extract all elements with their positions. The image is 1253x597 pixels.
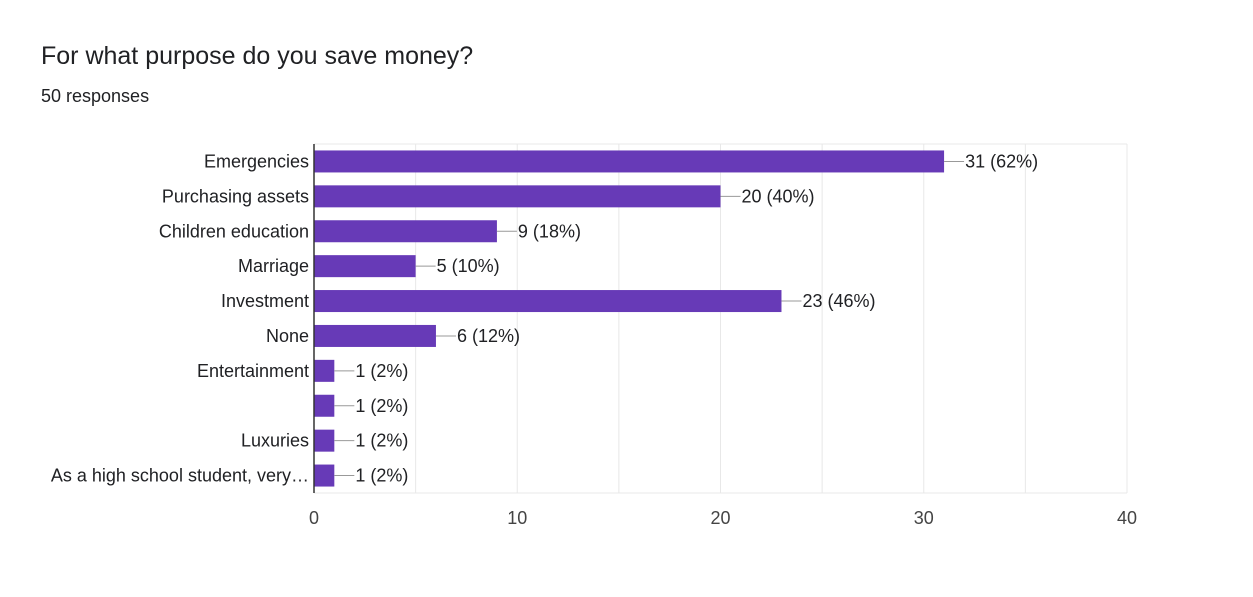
value-label: 5 (10%): [437, 256, 500, 276]
bar: [314, 290, 782, 313]
bar: [314, 324, 436, 347]
value-label: 1 (2%): [355, 431, 408, 451]
category-label: Marriage: [238, 256, 309, 276]
x-tick-label: 10: [507, 508, 527, 528]
bar: [314, 394, 335, 417]
category-label: Purchasing assets: [162, 186, 309, 206]
bar: [314, 185, 721, 208]
category-label: Luxuries: [241, 431, 309, 451]
bar: [314, 255, 416, 278]
chart-title: For what purpose do you save money?: [41, 42, 474, 70]
bar: [314, 464, 335, 487]
value-label: 6 (12%): [457, 326, 520, 346]
value-label: 31 (62%): [965, 151, 1038, 171]
value-label: 1 (2%): [355, 361, 408, 381]
response-count: 50 responses: [41, 86, 150, 106]
x-tick-label: 30: [914, 508, 934, 528]
category-label: Emergencies: [204, 151, 309, 171]
category-label: Entertainment: [197, 361, 309, 381]
grid-lines: [314, 143, 1128, 494]
value-label: 9 (18%): [518, 221, 581, 241]
x-tick-label: 20: [710, 508, 730, 528]
bar: [314, 220, 497, 243]
x-tick-label: 0: [309, 508, 319, 528]
category-label: Children education: [159, 221, 309, 241]
value-label: 23 (46%): [802, 291, 875, 311]
bar: [314, 359, 335, 382]
category-label: Investment: [221, 291, 309, 311]
category-label: None: [266, 326, 309, 346]
bar: [314, 150, 945, 173]
x-tick-label: 40: [1117, 508, 1137, 528]
category-label: As a high school student, very…: [51, 466, 309, 486]
value-label: 1 (2%): [355, 396, 408, 416]
value-label: 20 (40%): [742, 186, 815, 206]
bar: [314, 429, 335, 452]
value-label: 1 (2%): [355, 466, 408, 486]
